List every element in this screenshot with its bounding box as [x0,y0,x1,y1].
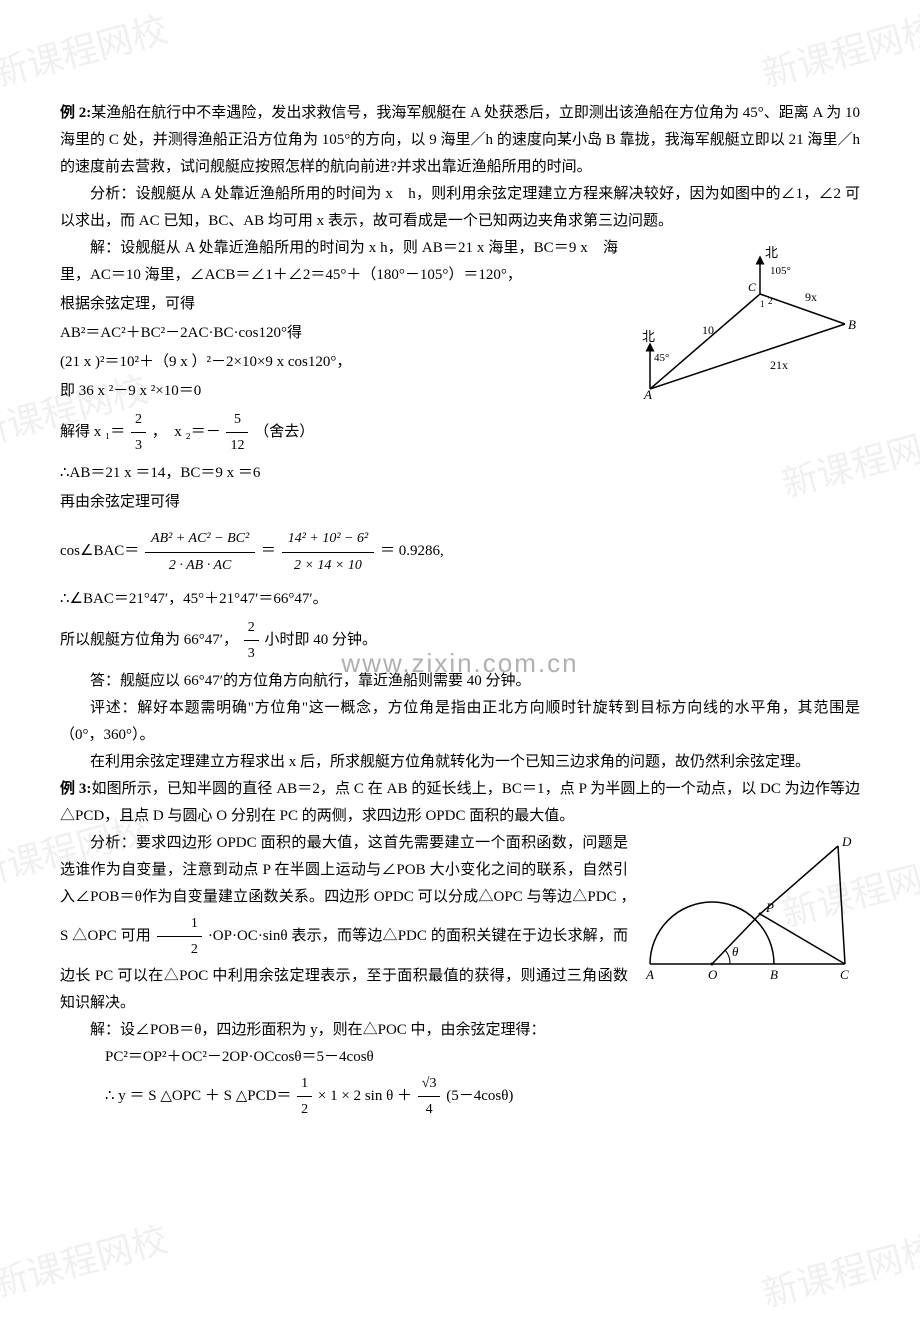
cos-line: cos∠BAC＝ AB² + AC² − BC²2 · AB · AC ＝ 14… [60,526,860,577]
e3-analysis-label: 分析： [90,835,136,851]
e3-sol-3c: (5－4cosθ) [446,1088,513,1104]
diagram-label-b: B [848,317,856,332]
example3-problem-text: 如图所示，已知半圆的直径 AB＝2，点 C 在 AB 的延长线上，BC＝1，点 … [60,781,860,824]
sol-l10: ∴∠BAC＝21°47′，45°＋21°47′＝66°47′。 [60,586,860,613]
sol-l6a: 解得 x ₁＝ [60,424,125,440]
watermark: 新课程网校 [0,0,175,107]
page-content: 例 2:某渔船在航行中不幸遇险，发出求救信号，我海军舰艇在 A 处获悉后，立即测… [60,100,860,1122]
sol-l11a: 所以舰艇方位角为 66°47′， [60,632,238,648]
sol-l11: 所以舰艇方位角为 66°47′， 23 小时即 40 分钟。 [60,615,860,666]
example3-problem: 例 3:如图所示，已知半圆的直径 AB＝2，点 C 在 AB 的延长线上，BC＝… [60,776,860,830]
sol-l6: 解得 x ₁＝ 23 ， x ₂＝－ 512 （舍去） [60,407,860,458]
answer-text: 舰艇应以 66°47′的方位角方向航行，靠近渔船则需要 40 分钟。 [120,673,531,689]
frac-den: 2 [157,937,202,962]
answer-label: 答： [90,673,120,689]
frac-num: 5 [226,407,248,433]
diagram-angle-45: 45° [654,352,669,364]
example2-problem-text: 某渔船在航行中不幸遇险，发出求救信号，我海军舰艇在 A 处获悉后，立即测出该渔船… [60,105,860,175]
e3-sol-3a: ∴ y ＝ S △OPC ＋ S △PCD＝ [105,1088,291,1104]
diagram-side-9x: 9x [805,290,817,304]
sol-l7: ∴AB＝21 x ＝14，BC＝9 x ＝6 [60,460,860,487]
diagram-angle-105: 105° [770,265,791,277]
d2-B: B [770,967,778,982]
frac-num: 2 [131,407,146,433]
e3-sol-l3: ∴ y ＝ S △OPC ＋ S △PCD＝ 12 × 1 × 2 sin θ … [60,1071,860,1122]
example2-label: 例 2: [60,105,91,121]
diagram-north-a: 北 [642,329,655,344]
watermark: 新课程网校 [755,1218,920,1327]
d2-D: D [841,834,852,849]
example2-comment2: 在利用余弦定理建立方程求出 x 后，所求舰艇方位角就转化为一个已知三边求角的问题… [60,749,860,776]
e3-sol-3b: × 1 × 2 sin θ ＋ [318,1088,412,1104]
diagram-side-10: 10 [702,323,714,337]
sol-l1: 设舰艇从 A 处靠近渔船所用的时间为 x h，则 AB＝21 x 海里，BC＝9… [60,240,618,283]
comment-text1: 解好本题需明确"方位角"这一概念，方位角是指由正北方向顺时针旋转到目标方向线的水… [60,700,860,743]
example2-analysis: 分析：设舰艇从 A 处靠近渔船所用的时间为 x h，则利用余弦定理建立方程来解决… [60,181,860,235]
frac-den: 12 [226,433,248,458]
d2-A: A [645,967,654,982]
frac-den: 2 [297,1097,312,1122]
frac-num: 2 [244,615,259,641]
cos-result: ＝ 0.9286, [380,544,444,560]
d2-theta: θ [732,944,739,959]
sol-l6c: （舍去） [254,424,314,440]
diagram-label-c: C [748,280,757,294]
frac-den: 2 × 14 × 10 [282,553,375,578]
e3-sol-l1: 解：设∠POB＝θ，四边形面积为 y，则在△POC 中，由余弦定理得： [60,1017,860,1044]
watermark: 新课程网校 [0,1208,175,1317]
frac-den: 4 [418,1097,441,1122]
sol-l11b: 小时即 40 分钟。 [265,632,378,648]
analysis-text: 设舰艇从 A 处靠近渔船所用的时间为 x h，则利用余弦定理建立方程来解决较好，… [60,186,860,229]
solution-label: 解： [90,240,120,256]
cos-label: cos∠BAC＝ [60,544,139,560]
diagram-north-c: 北 [765,245,778,260]
cos-eq: ＝ [261,544,276,560]
d2-C: C [840,967,849,982]
d2-O: O [708,967,718,982]
frac-den: 2 · AB · AC [145,553,255,578]
example2-comment1: 评述：解好本题需明确"方位角"这一概念，方位角是指由正北方向顺时针旋转到目标方向… [60,695,860,749]
diagram-side-21x: 21x [770,358,788,372]
frac-num: 14² + 10² − 6² [282,526,375,552]
example2-problem: 例 2:某渔船在航行中不幸遇险，发出求救信号，我海军舰艇在 A 处获悉后，立即测… [60,100,860,181]
frac-num: 1 [157,911,202,937]
analysis-label: 分析： [90,186,136,202]
example2-diagram: 北 A 45° 10 北 105° C 1 2 9x B 21x [630,239,860,409]
frac-num: √3 [418,1071,441,1097]
frac-den: 3 [131,433,146,458]
sol-l6b: ， x ₂＝－ [152,424,221,440]
example2-answer: 答：舰艇应以 66°47′的方位角方向航行，靠近渔船则需要 40 分钟。 [60,668,860,695]
frac-num: 1 [297,1071,312,1097]
e3-sol-l2: PC²＝OP²＋OC²－2OP·OCcosθ＝5－4cosθ [60,1044,860,1071]
sol-l8: 再由余弦定理可得 [60,489,860,516]
watermark: 新课程网校 [755,0,920,107]
e3-sol-t1: 设∠POB＝θ，四边形面积为 y，则在△POC 中，由余弦定理得： [120,1022,546,1038]
example3-diagram: A O B C P θ D [640,834,860,994]
comment-label: 评述： [90,700,137,716]
diagram-angle-1: 1 [760,299,765,309]
example3-label: 例 3: [60,781,91,797]
frac-den: 3 [244,641,259,666]
e3-sol-label: 解： [90,1022,120,1038]
frac-num: AB² + AC² − BC² [145,526,255,552]
